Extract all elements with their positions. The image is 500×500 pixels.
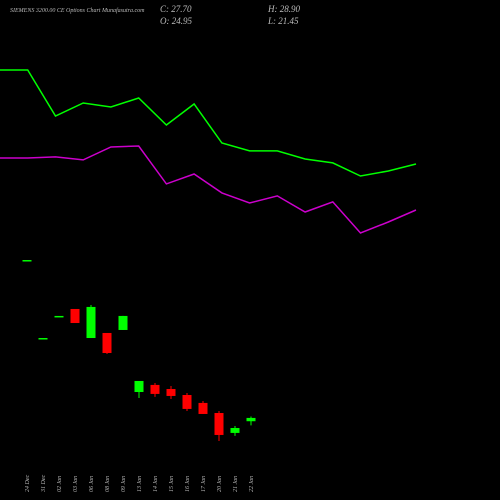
candle-body	[22, 260, 32, 262]
x-tick-label: 21 Jan	[233, 476, 239, 492]
candle-body	[150, 384, 160, 394]
summary: C: 27.70	[160, 4, 192, 14]
x-tick-label: 14 Jan	[152, 476, 159, 492]
x-tick-label: 15 Jan	[169, 476, 175, 492]
candle-body	[102, 332, 112, 354]
x-tick-label: 22 Jan	[249, 476, 255, 492]
x-tick-label: 13 Jan	[137, 476, 143, 492]
candle-body	[70, 308, 80, 324]
candle-body	[134, 380, 144, 393]
candle-body	[214, 413, 224, 435]
candle-body	[86, 306, 96, 339]
candle-body	[182, 395, 192, 409]
chart-title: SIEMENS 3200.00 CE Options Chart Munafas…	[10, 7, 145, 14]
summary: H: 28.90	[267, 4, 300, 14]
summary: O: 24.95	[160, 16, 192, 26]
x-tick-label: 16 Jan	[185, 476, 191, 492]
x-tick-label: 09 Jan	[121, 476, 127, 492]
x-tick-label: 24 Dec	[24, 475, 31, 492]
candle-body	[246, 417, 256, 422]
x-tick-label: 03 Jan	[73, 476, 79, 492]
summary: L: 21.45	[267, 16, 299, 26]
x-tick-label: 02 Jan	[57, 476, 63, 492]
indicator-line	[0, 69, 417, 177]
candle-body	[198, 402, 208, 414]
x-tick-label: 31 Dec	[41, 475, 47, 493]
candle-body	[38, 338, 48, 340]
indicator-line	[0, 145, 417, 234]
candle-body	[118, 315, 128, 330]
candle-body	[54, 315, 64, 318]
candle-body	[230, 428, 240, 433]
x-tick-label: 06 Jan	[89, 476, 95, 492]
x-tick-label: 17 Jan	[201, 476, 207, 492]
x-tick-label: 08 Jan	[105, 476, 111, 492]
x-tick-label: 20 Jan	[217, 476, 223, 492]
candle-body	[166, 389, 176, 396]
